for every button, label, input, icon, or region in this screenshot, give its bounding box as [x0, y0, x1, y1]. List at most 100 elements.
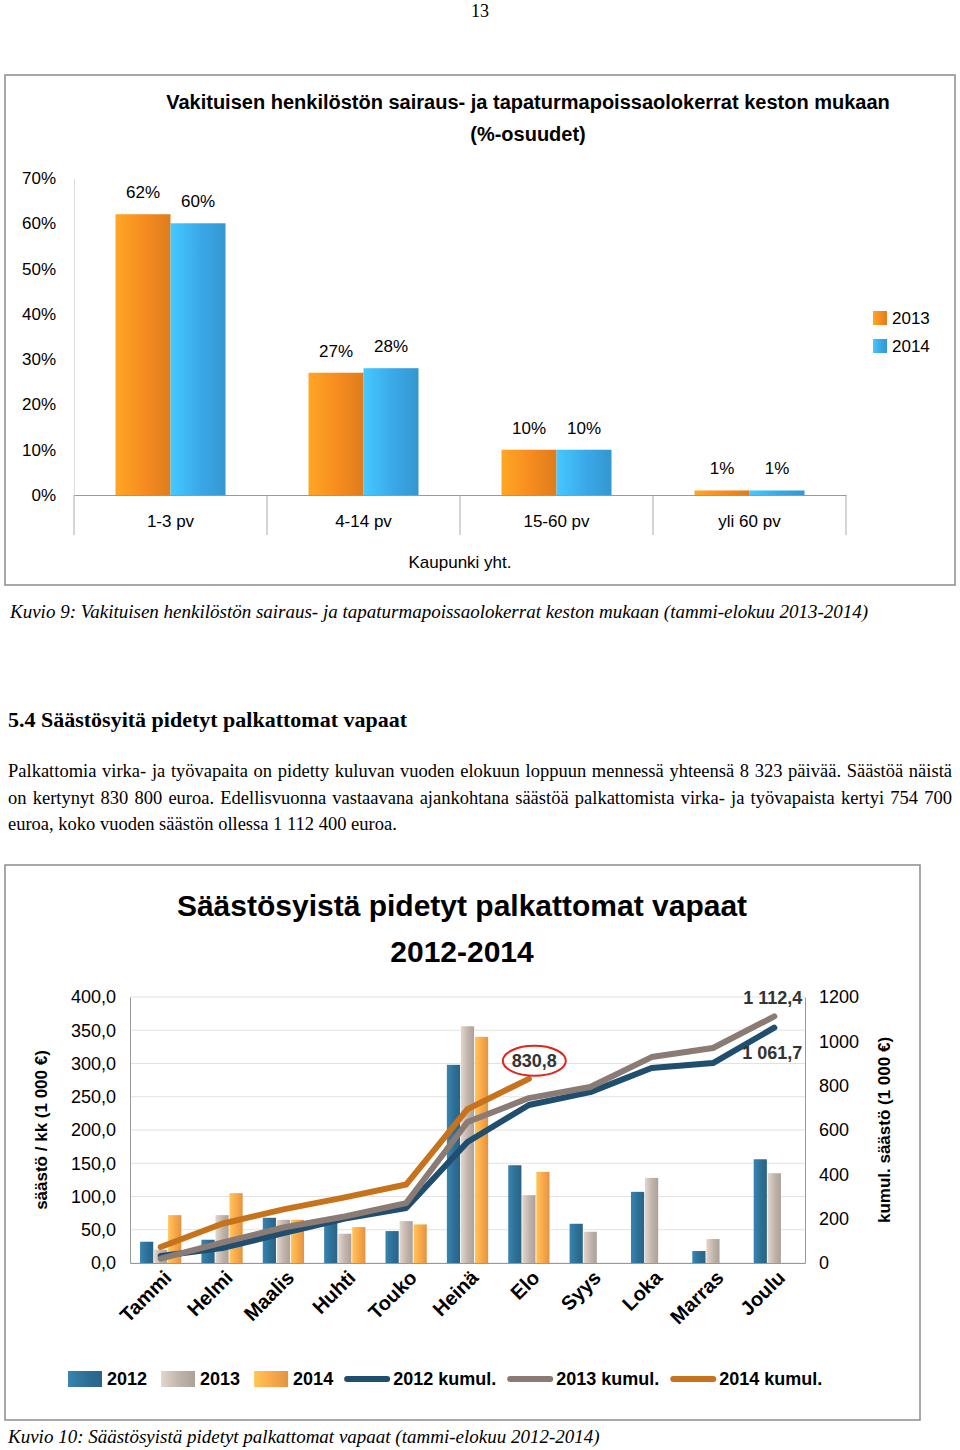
- x-axis-tick: Marras: [666, 1263, 728, 1328]
- text-line: (%-osuudet): [470, 123, 586, 145]
- bar: [645, 1178, 658, 1263]
- x-axis-tick: Helmi: [183, 1263, 237, 1320]
- y-axis-tick: 50%: [22, 260, 74, 279]
- bar: [508, 1165, 521, 1263]
- data-labels: 1 061,7 1 112,4 830,8: [503, 988, 803, 1075]
- y-axis-tick-label: 200,0: [71, 1120, 116, 1140]
- y2-axis-tick-label: 800: [819, 1076, 849, 1096]
- bar: [338, 1234, 351, 1263]
- y-axis: 0,050,0100,0150,0200,0250,0300,0350,0400…: [71, 987, 131, 1273]
- bar: [140, 1242, 153, 1263]
- bar: [706, 1239, 719, 1263]
- data-label: 1 061,7: [742, 1043, 802, 1063]
- y-axis-tick-label: 50%: [22, 260, 56, 279]
- legend-swatch: [510, 1376, 550, 1382]
- y2-axis: 020040060080010001200: [805, 987, 859, 1273]
- data-label: 10%: [567, 419, 601, 438]
- y2-axis-tick-label: 600: [819, 1120, 849, 1140]
- chart-title: Vakituisen henkilöstön sairaus- ja tapat…: [166, 91, 890, 145]
- page-canvas: 13 Vakituisen henkilöstön sairaus- ja tap…: [0, 0, 960, 1450]
- bar: [557, 450, 612, 495]
- y-axis-tick: 100,0: [71, 1187, 130, 1207]
- data-label: 28%: [374, 337, 408, 356]
- x-axis-tick-label: Heinä: [428, 1266, 483, 1321]
- x-axis-tick-label: 4-14 pv: [335, 512, 392, 531]
- data-labels: 62% 27% 10% 1% 60% 28% 10% 1%: [126, 183, 789, 478]
- data-label: 830,8: [512, 1051, 557, 1071]
- legend-label: 2013: [200, 1369, 240, 1389]
- bar: [475, 1037, 488, 1263]
- bar: [115, 214, 170, 495]
- legend-swatch: [347, 1376, 387, 1382]
- figure-caption: Kuvio 10: Säästösyistä pidetyt palkattom…: [7, 1426, 600, 1448]
- y-axis-tick: 300,0: [71, 1054, 130, 1074]
- chart-1: Vakituisen henkilöstön sairaus- ja tapat…: [5, 75, 955, 585]
- legend-label: 2014: [293, 1369, 333, 1389]
- x-axis-tick-label: Maalis: [239, 1266, 298, 1325]
- x-axis-tick-label: yli 60 pv: [718, 512, 781, 531]
- chart-title: Säästösyistä pidetyt palkattomat vapaat2…: [177, 889, 747, 968]
- y-axis-tick: 40%: [22, 305, 74, 324]
- x-axis-tick-label: Tammi: [115, 1266, 175, 1326]
- y2-axis-title: kumul. säästö (1 000 €): [875, 1037, 894, 1223]
- y-axis-tick-label: 400,0: [71, 987, 116, 1007]
- page-number: 13: [471, 1, 489, 21]
- y-axis-tick-label: 70%: [22, 169, 56, 188]
- bar: [308, 373, 363, 495]
- y2-axis-tick: 200: [805, 1209, 849, 1229]
- bar: [229, 1193, 242, 1263]
- x-axis-tick: Huhti: [308, 1263, 360, 1318]
- bar: [584, 1232, 597, 1263]
- x-axis-tick: Maalis: [239, 1263, 298, 1325]
- y-axis-tick-label: 0,0: [91, 1253, 116, 1273]
- legend-label: 2012 kumul.: [393, 1369, 496, 1389]
- y-axis-tick: 10%: [22, 441, 74, 460]
- x-axis-tick: Joulu: [736, 1263, 789, 1320]
- y-axis-tick: 200,0: [71, 1120, 130, 1140]
- category-divider: [74, 495, 75, 535]
- x-axis-tick-label: Elo: [506, 1266, 544, 1304]
- bars: [115, 214, 804, 495]
- text-line: Kuvio 9: Vakituisen henkilöstön sairaus-…: [9, 601, 868, 623]
- legend: 20132014: [873, 309, 930, 356]
- legend-swatch: [68, 1371, 102, 1387]
- y2-axis-tick: 0: [805, 1253, 829, 1273]
- y-axis-tick-label: 50,0: [81, 1220, 116, 1240]
- data-label: 60%: [181, 192, 215, 211]
- legend-swatch: [254, 1371, 288, 1387]
- x-axis-tick-label: Touko: [364, 1266, 421, 1323]
- x-axis-tick: 4-14 pv: [335, 495, 392, 531]
- legend-label: 2014: [892, 337, 930, 356]
- bar: [324, 1220, 337, 1263]
- data-label: 27%: [319, 342, 353, 361]
- bar: [501, 450, 556, 495]
- bar: [352, 1227, 365, 1263]
- data-label: 62%: [126, 183, 160, 202]
- x-axis-tick-label: Huhti: [308, 1266, 360, 1318]
- bar: [522, 1195, 535, 1263]
- y-axis-tick-label: 150,0: [71, 1154, 116, 1174]
- legend-swatch: [873, 311, 887, 325]
- x-axis-tick: yli 60 pv: [718, 495, 781, 531]
- grid-line: [130, 997, 805, 998]
- data-label: 1%: [765, 459, 790, 478]
- y-axis-tick-label: 250,0: [71, 1087, 116, 1107]
- y2-axis-tick-label: 1000: [819, 1032, 859, 1052]
- y-axis-title: säästö / kk (1 000 €): [32, 1050, 51, 1210]
- data-label: 1 112,4: [743, 988, 802, 1008]
- x-axis-tick-label: 1-3 pv: [147, 512, 195, 531]
- data-label: 10%: [512, 419, 546, 438]
- bar: [750, 490, 805, 495]
- y2-axis-tick: 800: [805, 1076, 849, 1096]
- bar: [171, 223, 226, 495]
- bar: [692, 1251, 705, 1263]
- x-axis-tick-label: Helmi: [183, 1266, 237, 1320]
- chart-2: Säästösyistä pidetyt palkattomat vapaat2…: [5, 865, 920, 1420]
- y2-axis-tick-label: 1200: [819, 987, 859, 1007]
- data-label: 1%: [710, 459, 735, 478]
- category-divider: [846, 495, 847, 535]
- x-axis-tick-label: Joulu: [736, 1266, 789, 1319]
- y-axis-tick-label: 30%: [22, 350, 56, 369]
- x-axis-tick-label: Syys: [556, 1266, 605, 1315]
- legend-label: 2012: [107, 1369, 147, 1389]
